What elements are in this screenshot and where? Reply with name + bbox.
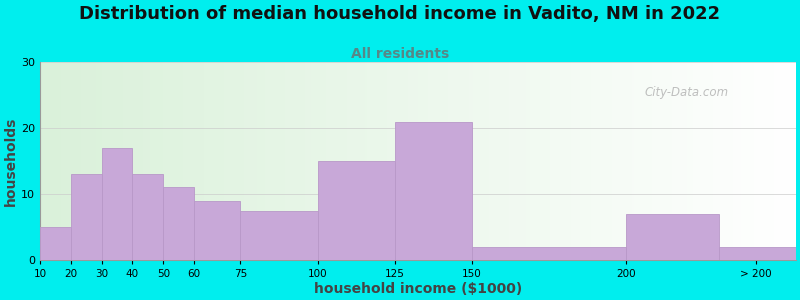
Text: Distribution of median household income in Vadito, NM in 2022: Distribution of median household income … [79, 4, 721, 22]
Bar [394, 122, 472, 260]
Bar [70, 174, 102, 260]
Bar [163, 188, 194, 260]
Y-axis label: households: households [4, 116, 18, 206]
Bar [472, 247, 626, 260]
Bar [626, 214, 718, 260]
Bar [40, 227, 70, 260]
Bar [318, 161, 394, 260]
Bar [718, 247, 796, 260]
Bar [102, 148, 133, 260]
Text: City-Data.com: City-Data.com [645, 86, 729, 99]
Bar [133, 174, 163, 260]
X-axis label: household income ($1000): household income ($1000) [314, 282, 522, 296]
Bar [194, 201, 241, 260]
Bar [241, 211, 318, 260]
Text: All residents: All residents [351, 46, 449, 61]
